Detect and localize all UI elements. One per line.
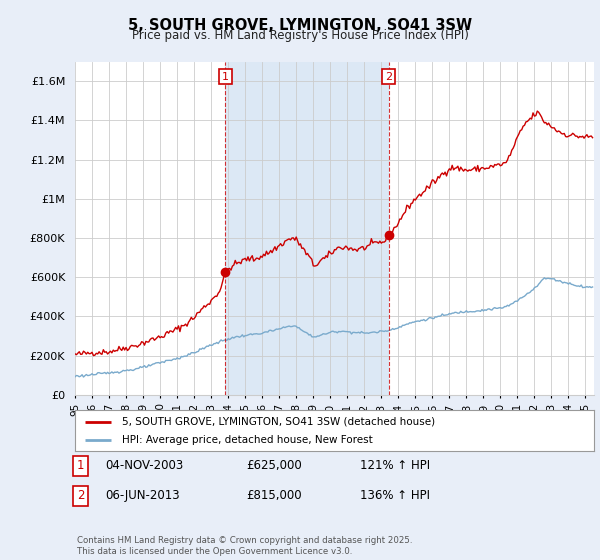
Bar [226,62,389,395]
Text: Contains HM Land Registry data © Crown copyright and database right 2025.
This d: Contains HM Land Registry data © Crown c… [77,536,412,556]
Text: 5, SOUTH GROVE, LYMINGTON, SO41 3SW (detached house): 5, SOUTH GROVE, LYMINGTON, SO41 3SW (det… [122,417,435,427]
Text: 2: 2 [77,489,84,502]
Text: Price paid vs. HM Land Registry's House Price Index (HPI): Price paid vs. HM Land Registry's House … [131,29,469,42]
Text: 06-JUN-2013: 06-JUN-2013 [105,489,179,502]
Text: 121% ↑ HPI: 121% ↑ HPI [360,459,430,473]
Text: HPI: Average price, detached house, New Forest: HPI: Average price, detached house, New … [122,435,373,445]
Text: £815,000: £815,000 [246,489,302,502]
Text: £625,000: £625,000 [246,459,302,473]
Text: 1: 1 [222,72,229,82]
Text: 5, SOUTH GROVE, LYMINGTON, SO41 3SW: 5, SOUTH GROVE, LYMINGTON, SO41 3SW [128,18,472,33]
Text: 04-NOV-2003: 04-NOV-2003 [105,459,183,473]
Text: 136% ↑ HPI: 136% ↑ HPI [360,489,430,502]
Text: 2: 2 [385,72,392,82]
Text: 1: 1 [77,459,84,473]
